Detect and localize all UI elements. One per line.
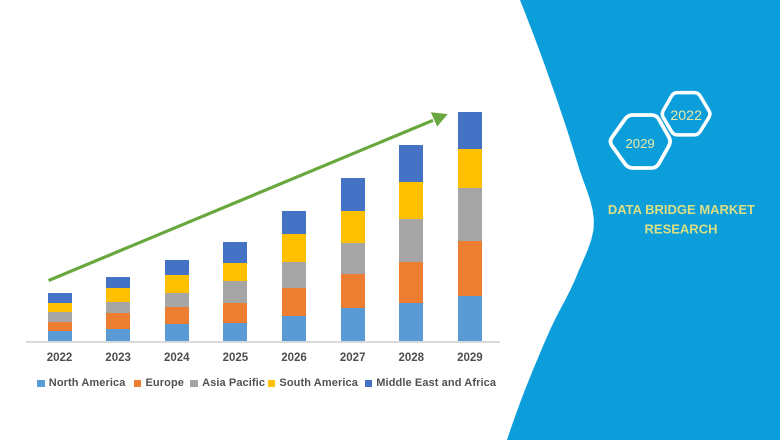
svg-text:RESEARCH: RESEARCH <box>645 222 718 237</box>
svg-text:DATA BRIDGE MARKET: DATA BRIDGE MARKET <box>608 202 755 217</box>
svg-text:2022: 2022 <box>670 108 702 124</box>
svg-text:2029: 2029 <box>625 136 654 151</box>
